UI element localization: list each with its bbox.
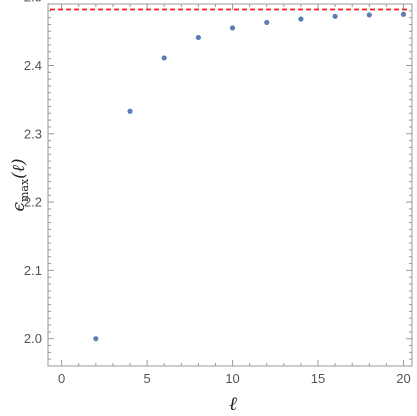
y-tick-label: 2.4	[24, 58, 42, 73]
x-tick-label: 0	[58, 371, 65, 386]
plot-frame-rect	[47, 3, 413, 367]
axis-ticks	[48, 3, 412, 367]
data-point	[229, 25, 236, 31]
data-point	[264, 19, 270, 26]
data-point	[366, 12, 372, 18]
y-tick-label: 2.5	[24, 0, 42, 5]
y-tick-label: 2.3	[24, 126, 42, 141]
x-tick-label: 20	[396, 371, 410, 386]
data-point	[161, 55, 167, 61]
tick-labels: 0 5 10 15 20 2.0 2.1 2.2 2.3 2.4 2.5	[24, 0, 411, 386]
y-axis-label-suffix: (ℓ)	[9, 158, 29, 178]
x-tick-label: 5	[144, 371, 151, 386]
y-axis-label: ϵmax(ℓ)	[9, 158, 31, 211]
data-points	[93, 11, 407, 342]
x-tick-label: 15	[311, 371, 325, 386]
x-tick-label: 10	[225, 371, 239, 386]
plot-frame	[47, 3, 413, 367]
y-tick-label: 2.1	[24, 263, 42, 278]
data-point	[332, 13, 338, 19]
y-axis-label-main: ϵ	[9, 202, 29, 212]
data-point	[127, 108, 133, 114]
y-tick-label: 2.0	[24, 331, 42, 346]
data-point	[400, 11, 407, 17]
y-tick-label: 2.2	[24, 195, 42, 210]
data-point	[93, 336, 99, 342]
data-point	[195, 34, 201, 41]
x-axis-label: ℓ	[229, 393, 237, 415]
y-axis-label-sub: max	[18, 178, 31, 202]
data-point	[298, 16, 304, 22]
